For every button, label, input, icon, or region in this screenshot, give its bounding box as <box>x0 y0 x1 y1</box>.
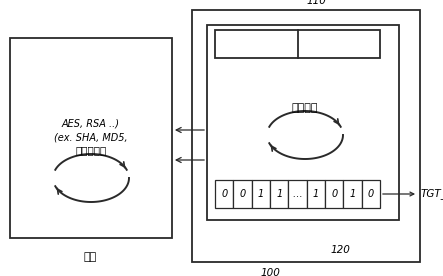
Text: TGT_DATA: TGT_DATA <box>421 189 443 200</box>
Bar <box>207 25 399 220</box>
Bar <box>192 10 420 262</box>
Text: AES, RSA ..): AES, RSA ..) <box>62 119 120 129</box>
Text: 0: 0 <box>221 189 227 199</box>
Text: (ex. SHA, MD5,: (ex. SHA, MD5, <box>54 132 128 142</box>
Text: 1: 1 <box>350 189 356 199</box>
Text: 0: 0 <box>368 189 374 199</box>
Text: 120: 120 <box>330 245 350 255</box>
Bar <box>252 180 270 208</box>
Text: 错误处理: 错误处理 <box>292 103 318 113</box>
Bar <box>307 180 325 208</box>
Text: 1: 1 <box>276 189 282 199</box>
Bar <box>325 180 343 208</box>
Text: 100: 100 <box>260 268 280 276</box>
Bar <box>343 180 361 208</box>
Bar <box>288 180 307 208</box>
Text: 1: 1 <box>258 189 264 199</box>
Bar <box>10 38 172 238</box>
Text: 检查位翻转: 检查位翻转 <box>75 145 107 155</box>
Text: 1: 1 <box>313 189 319 199</box>
Text: …: … <box>293 189 303 199</box>
Text: 0: 0 <box>331 189 337 199</box>
Bar <box>361 180 380 208</box>
Bar <box>270 180 288 208</box>
Text: 110: 110 <box>306 0 326 6</box>
Bar <box>215 180 233 208</box>
Bar <box>215 30 380 58</box>
Bar <box>233 180 252 208</box>
Text: 主机: 主机 <box>83 252 97 262</box>
Text: 0: 0 <box>239 189 245 199</box>
